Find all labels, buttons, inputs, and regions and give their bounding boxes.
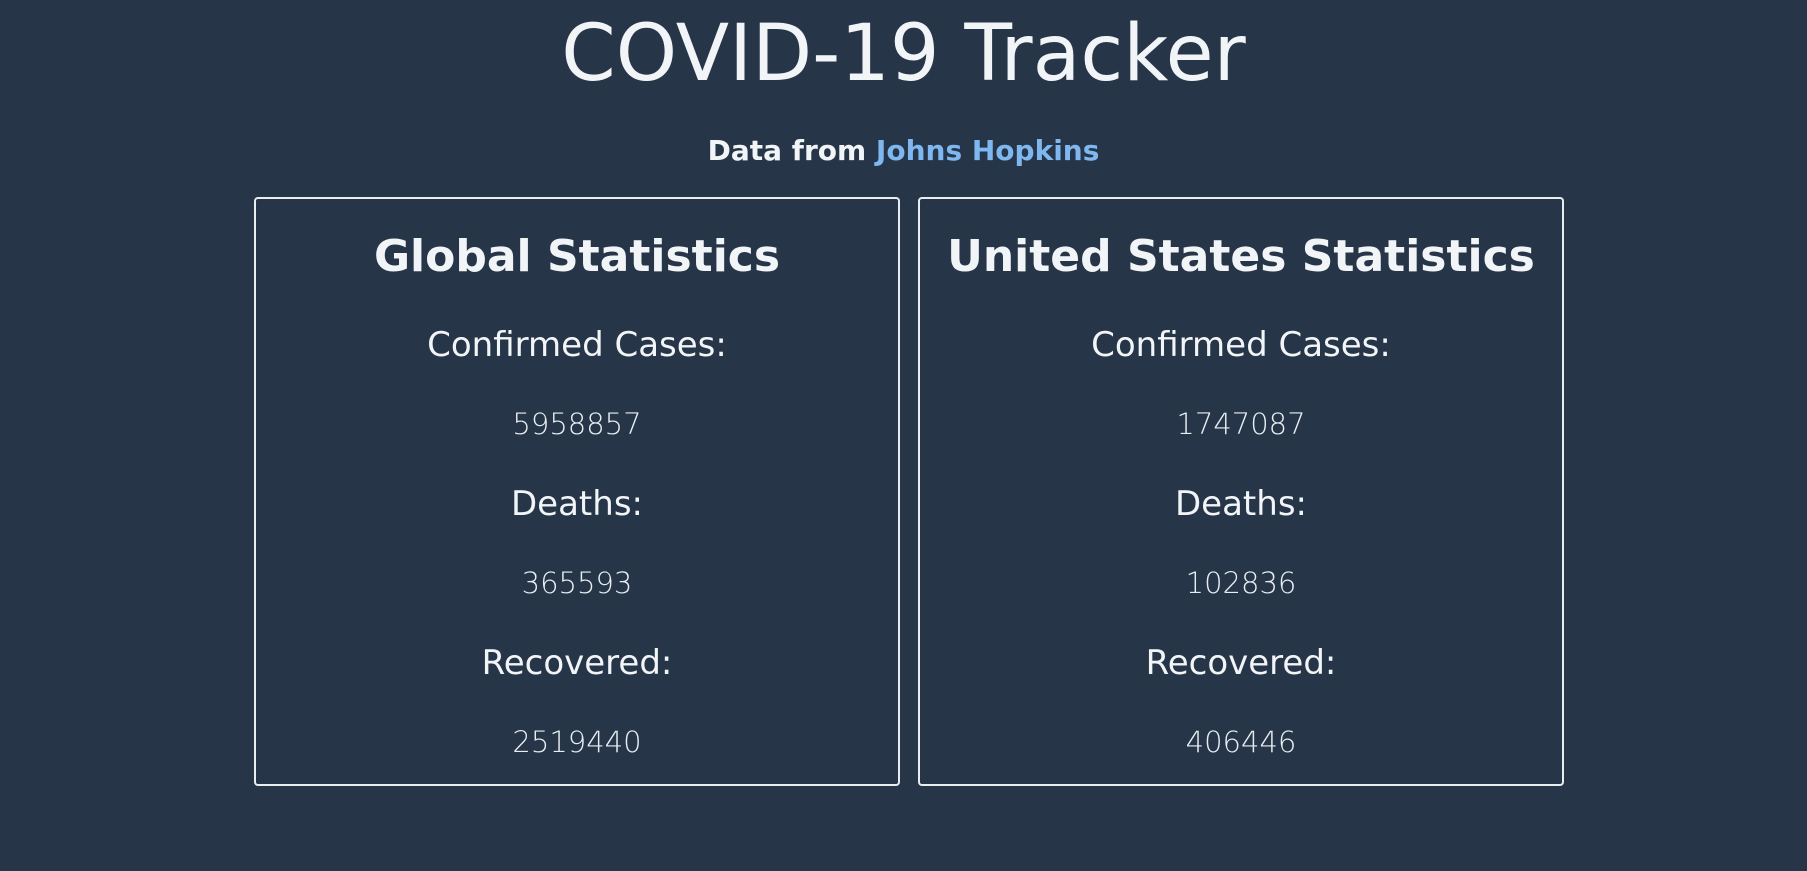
us-deaths-value: 102836 xyxy=(1185,566,1297,600)
global-deaths-value: 365593 xyxy=(521,566,633,600)
data-attribution: Data from Johns Hopkins xyxy=(0,133,1807,169)
us-confirmed-value: 1747087 xyxy=(1176,407,1306,441)
us-recovered-value: 406446 xyxy=(1185,725,1297,759)
us-recovered-label: Recovered: xyxy=(1145,643,1337,683)
us-statistics-title: United States Statistics xyxy=(947,231,1535,282)
global-recovered-label: Recovered: xyxy=(481,643,673,683)
page-title: COVID-19 Tracker xyxy=(561,9,1246,99)
global-confirmed-label: Confirmed Cases: xyxy=(427,325,727,365)
global-statistics-card: Global Statistics Confirmed Cases: 59588… xyxy=(254,197,900,786)
us-confirmed-label: Confirmed Cases: xyxy=(1091,325,1391,365)
global-deaths-label: Deaths: xyxy=(511,484,643,524)
attribution-prefix: Data from xyxy=(707,134,876,167)
global-recovered-value: 2519440 xyxy=(512,725,642,759)
us-statistics-card: United States Statistics Confirmed Cases… xyxy=(918,197,1564,786)
global-confirmed-value: 5958857 xyxy=(512,407,642,441)
global-statistics-title: Global Statistics xyxy=(373,231,781,282)
johns-hopkins-link[interactable]: Johns Hopkins xyxy=(875,134,1100,167)
us-deaths-label: Deaths: xyxy=(1175,484,1307,524)
